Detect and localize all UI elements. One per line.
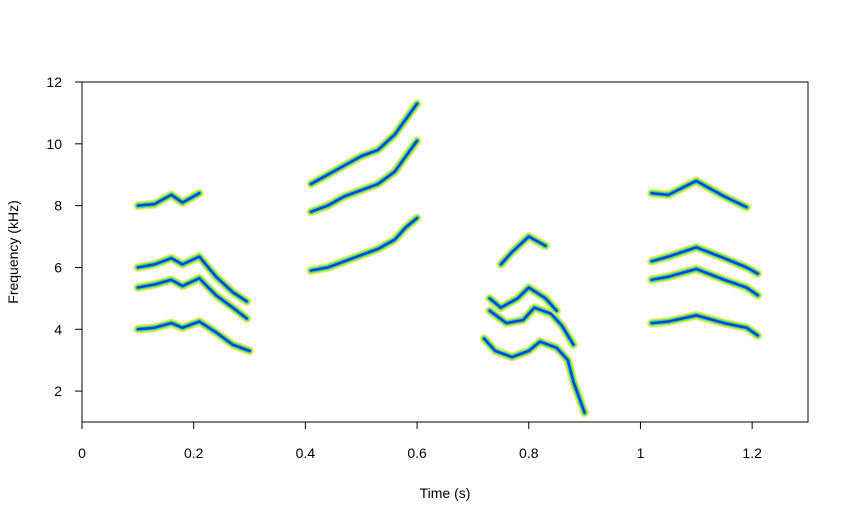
x-tick-label: 0.2 <box>184 445 204 461</box>
contour <box>306 213 422 276</box>
contour <box>650 267 759 297</box>
contour <box>309 102 419 186</box>
contour <box>650 179 748 209</box>
y-tick-label: 10 <box>46 136 62 152</box>
contour <box>136 255 248 303</box>
x-tick-label: 0.4 <box>296 445 316 461</box>
contour <box>650 246 759 275</box>
y-tick-label: 8 <box>54 198 62 214</box>
y-tick-label: 12 <box>46 74 62 90</box>
x-tick-label: 1.2 <box>742 445 762 461</box>
contour <box>309 216 419 272</box>
x-axis-label: Time (s) <box>420 485 471 501</box>
x-tick-label: 0.6 <box>407 445 427 461</box>
y-axis-label: Frequency (kHz) <box>5 200 21 303</box>
plot-frame <box>81 81 809 423</box>
y-tick-label: 6 <box>54 259 62 275</box>
contour <box>488 306 575 346</box>
contour <box>136 192 201 207</box>
y-tick-label: 4 <box>54 321 62 337</box>
contour <box>309 139 419 214</box>
x-tick-label: 1 <box>637 445 645 461</box>
contour <box>650 314 759 337</box>
contour <box>499 235 547 266</box>
x-tick-label: 0.8 <box>519 445 539 461</box>
contour <box>136 320 251 353</box>
contour <box>307 100 421 188</box>
contour <box>135 319 252 354</box>
contour <box>482 337 586 414</box>
y-tick-label: 2 <box>54 383 62 399</box>
x-tick-label: 0 <box>78 445 86 461</box>
contour <box>488 286 558 312</box>
contour <box>136 277 248 320</box>
